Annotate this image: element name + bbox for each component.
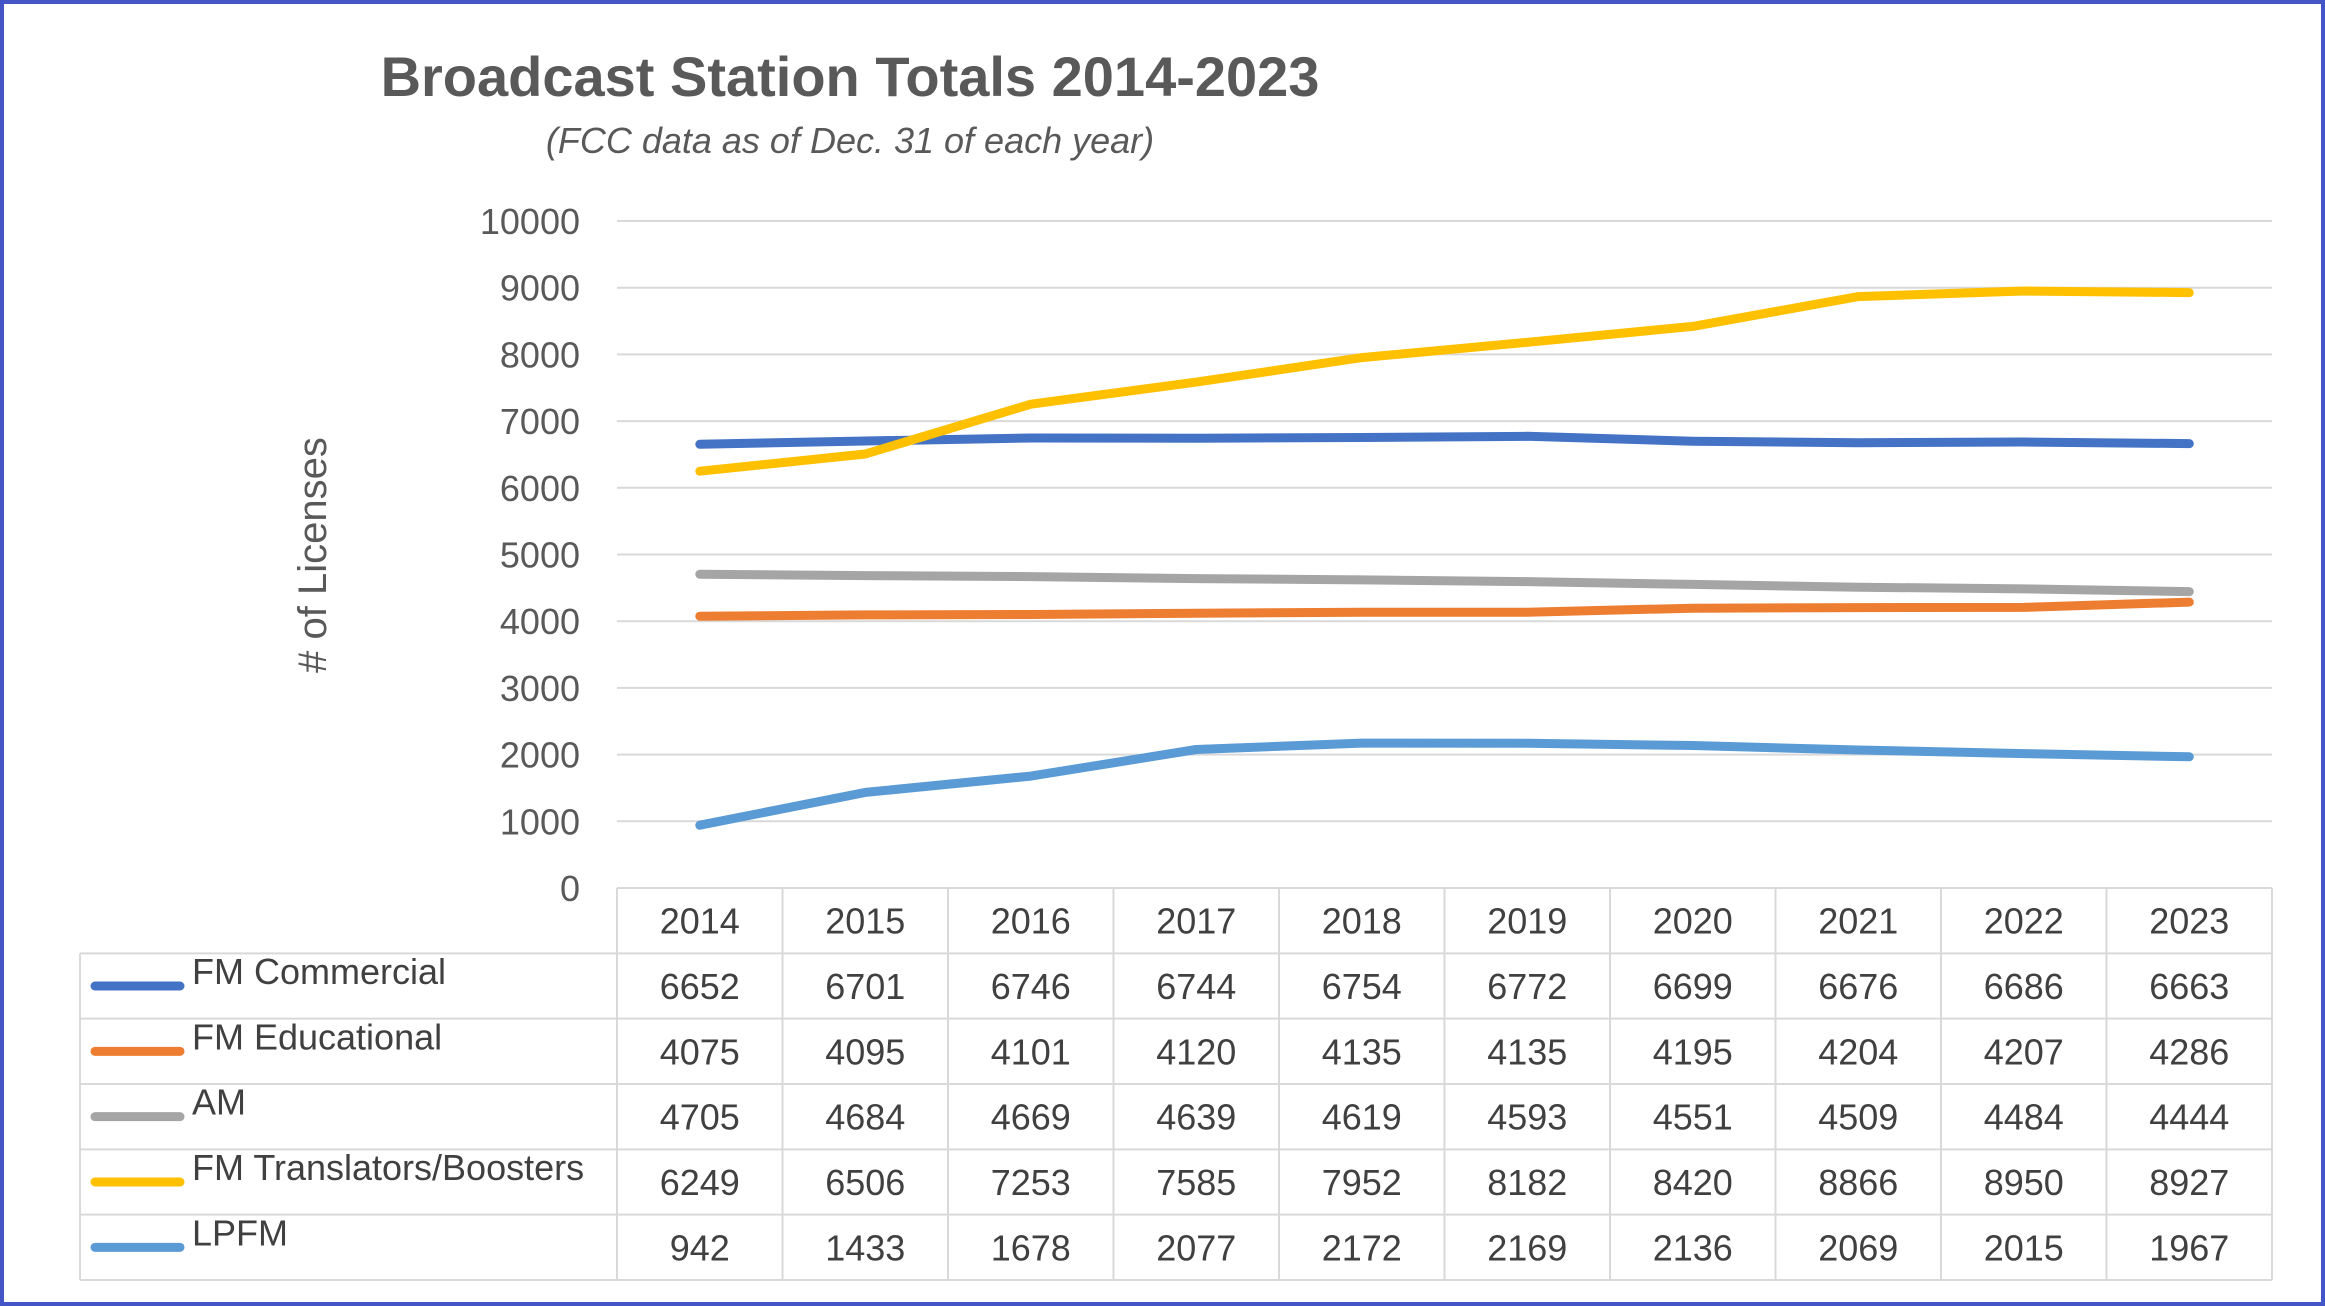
x-tick-label: 2022: [1984, 901, 2064, 942]
data-label: 6652: [660, 966, 740, 1007]
data-label: 6699: [1653, 966, 1733, 1007]
data-label: 4135: [1322, 1031, 1402, 1072]
data-label: 4204: [1818, 1031, 1898, 1072]
y-tick-label: 5000: [500, 535, 580, 576]
data-label: 8866: [1818, 1162, 1898, 1203]
data-label: 7585: [1156, 1162, 1236, 1203]
data-label: 6746: [991, 966, 1071, 1007]
data-label: 4286: [2149, 1031, 2229, 1072]
legend-label: AM: [192, 1082, 246, 1123]
data-label: 4075: [660, 1031, 740, 1072]
data-label: 2169: [1487, 1227, 1567, 1268]
data-label: 6663: [2149, 966, 2229, 1007]
data-label: 4593: [1487, 1097, 1567, 1138]
data-label: 8927: [2149, 1162, 2229, 1203]
data-label: 4195: [1653, 1031, 1733, 1072]
x-tick-label: 2018: [1322, 901, 1402, 942]
chart-subtitle: (FCC data as of Dec. 31 of each year): [546, 120, 1154, 161]
data-label: 4207: [1984, 1031, 2064, 1072]
y-tick-label: 1000: [500, 801, 580, 842]
x-tick-label: 2019: [1487, 901, 1567, 942]
data-label: 8420: [1653, 1162, 1733, 1203]
x-tick-label: 2016: [991, 901, 1071, 942]
y-tick-label: 10000: [480, 201, 580, 242]
legend-label: FM Educational: [192, 1016, 442, 1057]
data-label: 2077: [1156, 1227, 1236, 1268]
data-label: 7253: [991, 1162, 1071, 1203]
data-label: 4135: [1487, 1031, 1567, 1072]
data-label: 2069: [1818, 1227, 1898, 1268]
data-label: 4095: [825, 1031, 905, 1072]
data-label: 2172: [1322, 1227, 1402, 1268]
y-axis-label: # of Licenses: [291, 437, 335, 673]
data-label: 1967: [2149, 1227, 2229, 1268]
series-lines: [695, 286, 2194, 830]
y-tick-label: 2000: [500, 735, 580, 776]
data-label: 8182: [1487, 1162, 1567, 1203]
data-label: 6772: [1487, 966, 1567, 1007]
x-tick-label: 2021: [1818, 901, 1898, 942]
x-tick-label: 2017: [1156, 901, 1236, 942]
data-label: 6701: [825, 966, 905, 1007]
data-label: 6686: [1984, 966, 2064, 1007]
y-tick-label: 8000: [500, 334, 580, 375]
data-label: 4619: [1322, 1097, 1402, 1138]
data-label: 4669: [991, 1097, 1071, 1138]
data-label: 4444: [2149, 1097, 2229, 1138]
data-label: 1433: [825, 1227, 905, 1268]
data-label: 6249: [660, 1162, 740, 1203]
data-label: 1678: [991, 1227, 1071, 1268]
data-label: 7952: [1322, 1162, 1402, 1203]
x-tick-label: 2015: [825, 901, 905, 942]
series-line: [695, 431, 2194, 449]
series-line: [695, 597, 2194, 621]
data-label: 4639: [1156, 1097, 1236, 1138]
y-axis-ticks: 0 1000 2000 3000 4000 5000 6000 7000 8000 9000 100…: [480, 201, 580, 909]
x-tick-label: 2014: [660, 901, 740, 942]
data-label: 2015: [1984, 1227, 2064, 1268]
series-line: [695, 286, 2194, 476]
data-label: 4484: [1984, 1097, 2064, 1138]
chart-title: Broadcast Station Totals 2014-2023: [381, 45, 1320, 108]
x-tick-label: 2020: [1653, 901, 1733, 942]
data-label: 6506: [825, 1162, 905, 1203]
data-label: 4705: [660, 1097, 740, 1138]
data-label: 4120: [1156, 1031, 1236, 1072]
y-tick-label: 0: [560, 868, 580, 909]
y-tick-label: 6000: [500, 468, 580, 509]
data-label: 4509: [1818, 1097, 1898, 1138]
data-label: 4684: [825, 1097, 905, 1138]
data-label: 6754: [1322, 966, 1402, 1007]
data-label: 942: [670, 1227, 730, 1268]
legend-label: LPFM: [192, 1212, 288, 1253]
y-tick-label: 9000: [500, 268, 580, 309]
x-tick-label: 2023: [2149, 901, 2229, 942]
data-label: 2136: [1653, 1227, 1733, 1268]
legend-label: FM Commercial: [192, 951, 446, 992]
y-tick-label: 7000: [500, 401, 580, 442]
data-label: 4101: [991, 1031, 1071, 1072]
data-label: 6676: [1818, 966, 1898, 1007]
series-line: [695, 569, 2194, 597]
gridlines: [617, 220, 2272, 823]
series-line: [695, 738, 2194, 830]
y-tick-label: 3000: [500, 668, 580, 709]
data-label: 6744: [1156, 966, 1236, 1007]
y-tick-label: 4000: [500, 601, 580, 642]
data-label: 8950: [1984, 1162, 2064, 1203]
legend-label: FM Translators/Boosters: [192, 1147, 584, 1188]
data-table: 2014 2015 2016 2017 2018 2019 2020 2021 2022 2023…: [79, 887, 2273, 1281]
data-label: 4551: [1653, 1097, 1733, 1138]
